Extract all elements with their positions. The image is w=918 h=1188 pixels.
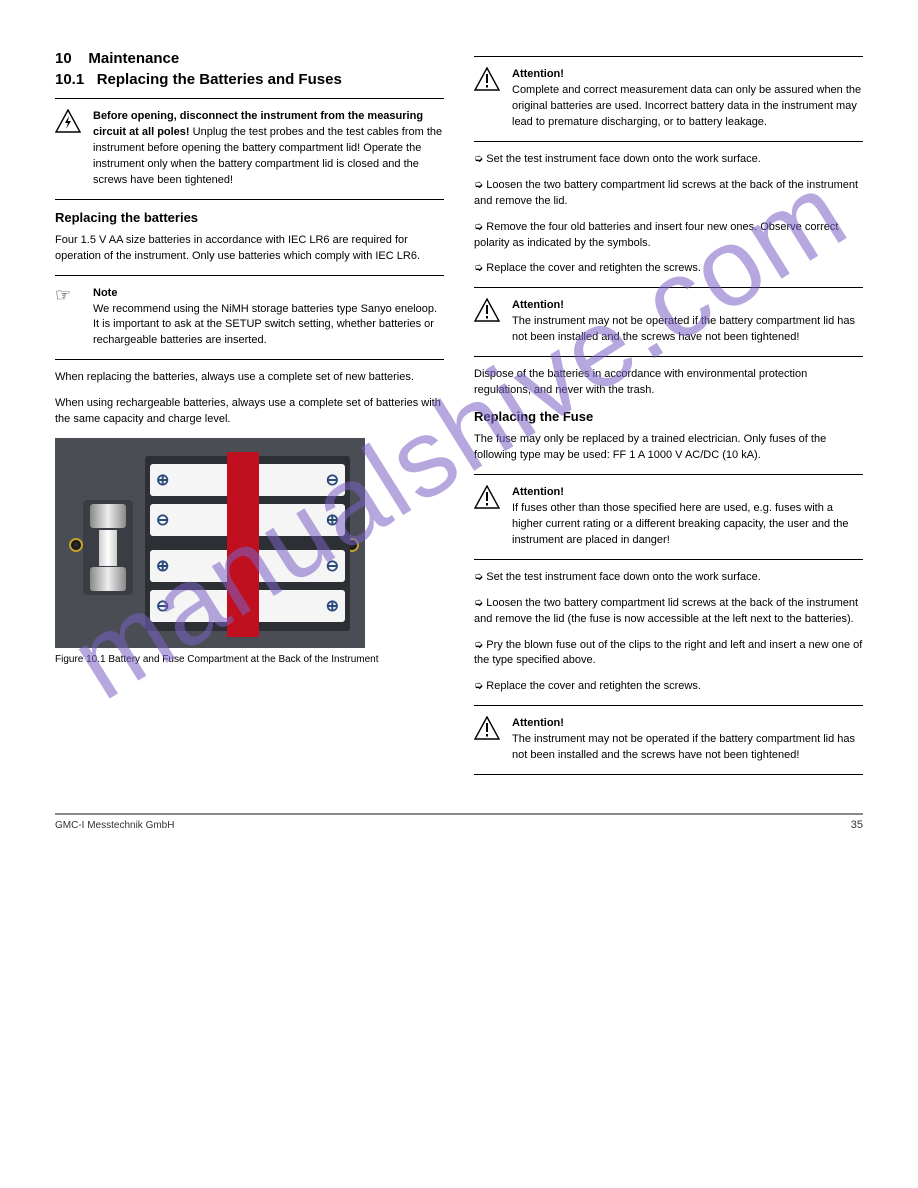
attention-block-1: Attention! Complete and correct measurem… [474, 67, 863, 131]
fuse-replace-heading: Replacing the Fuse [474, 409, 863, 424]
divider [55, 275, 444, 276]
subsection-number: 10.1 [55, 71, 84, 88]
attention-2-text-wrap: Attention! The instrument may not be ope… [512, 298, 863, 346]
step-2c: ➭ Pry the blown fuse out of the clips to… [474, 638, 863, 670]
fuse-holder [83, 500, 133, 595]
step-1a: ➭ Set the test instrument face down onto… [474, 152, 863, 168]
battery-compartment-photo: ⊕⊖ ⊖⊕ ⊕⊖ ⊖⊕ [55, 438, 365, 648]
divider [474, 141, 863, 142]
step-2b: ➭ Loosen the two battery compartment lid… [474, 596, 863, 628]
lightning-triangle-icon [55, 109, 83, 133]
attention-4-label: Attention! [512, 717, 564, 729]
warning-triangle-icon [474, 485, 502, 509]
divider [474, 56, 863, 57]
divider [55, 359, 444, 360]
subsection-number-title: 10.1 Replacing the Batteries and Fuses [55, 71, 444, 88]
screw-left [69, 538, 83, 552]
page: manualshive.com 10 Maintenance 10.1 Repl… [0, 0, 918, 871]
page-number: 35 [851, 819, 863, 831]
right-column: Attention! Complete and correct measurem… [474, 50, 863, 785]
attention-3-label: Attention! [512, 486, 564, 498]
attention-3-text-wrap: Attention! If fuses other than those spe… [512, 485, 863, 549]
subsection-title: Replacing the Batteries and Fuses [97, 71, 342, 88]
section-number: 10 [55, 50, 72, 67]
attention-2-text: The instrument may not be operated if th… [512, 315, 855, 343]
battery-para-2: When replacing the batteries, always use… [55, 370, 444, 386]
step-1c: ➭ Remove the four old batteries and inse… [474, 220, 863, 252]
fuse-cap-bottom [90, 567, 126, 591]
danger-text: Before opening, disconnect the instrumen… [93, 109, 444, 189]
attention-1-label: Attention! [512, 68, 564, 80]
warning-triangle-icon [474, 67, 502, 91]
divider [474, 705, 863, 706]
battery-para-3: When using rechargeable batteries, alway… [55, 396, 444, 428]
battery-replace-heading: Replacing the batteries [55, 210, 444, 225]
warning-triangle-icon [474, 298, 502, 322]
divider [474, 474, 863, 475]
note-text-wrap: Note We recommend using the NiMH storage… [93, 286, 444, 350]
attention-block-4: Attention! The instrument may not be ope… [474, 716, 863, 764]
attention-block-3: Attention! If fuses other than those spe… [474, 485, 863, 549]
warning-triangle-icon [474, 716, 502, 740]
divider [55, 199, 444, 200]
fuse-cap-top [90, 504, 126, 528]
left-column: 10 Maintenance 10.1 Replacing the Batter… [55, 50, 444, 785]
fuse-glass [99, 530, 117, 566]
note-block: ☞ Note We recommend using the NiMH stora… [55, 286, 444, 350]
note-label: Note [93, 286, 444, 302]
divider [55, 98, 444, 99]
section-title: Maintenance [88, 50, 179, 67]
attention-block-2: Attention! The instrument may not be ope… [474, 298, 863, 346]
footer-left: GMC-I Messtechnik GmbH [55, 820, 174, 831]
divider [474, 356, 863, 357]
attention-4-text-wrap: Attention! The instrument may not be ope… [512, 716, 863, 764]
note-para-1: We recommend using the NiMH storage batt… [93, 302, 444, 318]
step-2a: ➭ Set the test instrument face down onto… [474, 570, 863, 586]
fuse-para-1: The fuse may only be replaced by a train… [474, 432, 863, 464]
divider [474, 774, 863, 775]
two-column-layout: 10 Maintenance 10.1 Replacing the Batter… [55, 50, 863, 785]
red-ribbon [227, 452, 259, 637]
pointing-hand-icon: ☞ [55, 286, 83, 304]
dispose-text: Dispose of the batteries in accordance w… [474, 367, 863, 399]
attention-1-text: Complete and correct measurement data ca… [512, 84, 861, 128]
step-1b: ➭ Loosen the two battery compartment lid… [474, 178, 863, 210]
page-footer: GMC-I Messtechnik GmbH 35 [55, 813, 863, 831]
battery-para-1: Four 1.5 V AA size batteries in accordan… [55, 233, 444, 265]
section-number-title: 10 Maintenance [55, 50, 444, 67]
attention-3-text: If fuses other than those specified here… [512, 502, 849, 546]
attention-2-label: Attention! [512, 299, 564, 311]
step-1d: ➭ Replace the cover and retighten the sc… [474, 261, 863, 277]
danger-block: Before opening, disconnect the instrumen… [55, 109, 444, 189]
attention-1-text-wrap: Attention! Complete and correct measurem… [512, 67, 863, 131]
divider [474, 559, 863, 560]
note-para-2: It is important to ask at the SETUP swit… [93, 317, 444, 349]
figure-caption: Figure 10.1 Battery and Fuse Compartment… [55, 654, 444, 665]
divider [474, 287, 863, 288]
step-2d: ➭ Replace the cover and retighten the sc… [474, 679, 863, 695]
attention-4-text: The instrument may not be operated if th… [512, 733, 855, 761]
